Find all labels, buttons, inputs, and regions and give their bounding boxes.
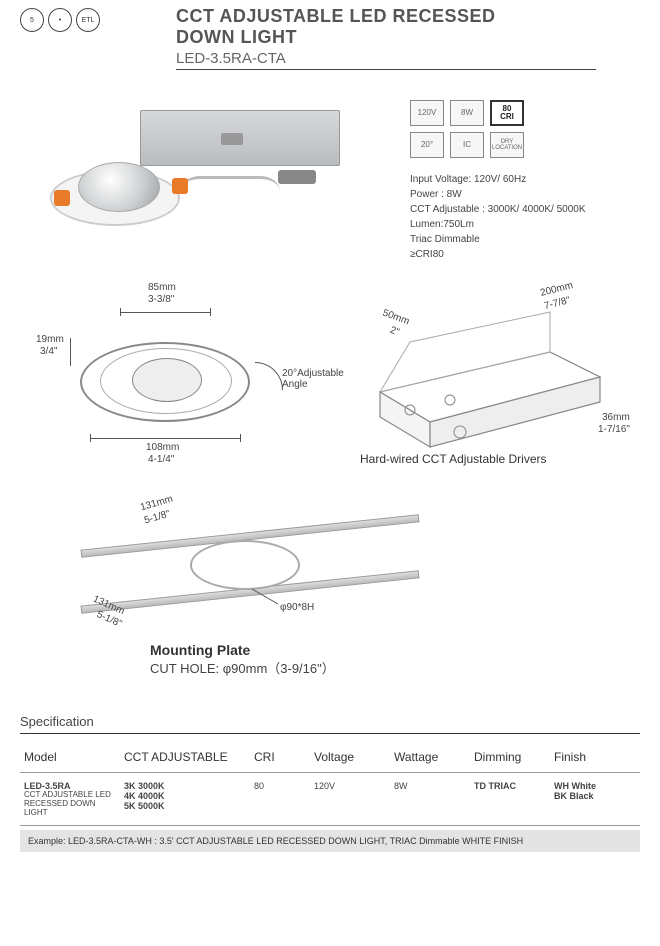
dim-arrow-icon <box>90 438 240 439</box>
dim-top-mm: 85mm <box>148 282 176 293</box>
dim-h-in: 1-7/16" <box>598 424 630 435</box>
spec-badge-wattage: 8W <box>450 100 484 126</box>
cert-row: 5 • ETL CCT ADJUSTABLE LED RECESSED DOWN… <box>20 6 640 70</box>
mounting-plate-title: Mounting Plate <box>150 642 640 658</box>
th-finish: Finish <box>550 748 640 766</box>
example-box: Example: LED-3.5RA-CTA-WH : 3.5' CCT ADJ… <box>20 830 640 852</box>
spring-clip-icon <box>54 190 70 206</box>
driver-dimensions: 200mm 7-7/8" 50mm 2" 36mm 1-7/16" Hard-w… <box>360 282 640 472</box>
spec-line: ≥CRI80 <box>410 247 640 262</box>
spec-line: CCT Adjustable : 3000K/ 4000K/ 5000K <box>410 202 640 217</box>
dim-arrow-icon <box>70 338 71 366</box>
mount-hole-label: φ90*8H <box>280 602 314 613</box>
spec-badge-row2: 20° IC DRY LOCATION <box>410 132 610 158</box>
cct-option: 5K 5000K <box>124 801 246 811</box>
dim-h-mm: 36mm <box>602 412 630 423</box>
warranty-badge-icon: 5 <box>20 8 44 32</box>
cable-illustration <box>180 176 280 206</box>
th-dimming: Dimming <box>470 748 550 766</box>
divider-icon <box>20 733 640 734</box>
dimension-drawings: 85mm 3-3/8" 19mm 3/4" 20°Adjustable Angl… <box>20 282 640 472</box>
lens-icon <box>78 162 160 212</box>
th-cri: CRI <box>250 748 310 766</box>
spec-badge-dry: DRY LOCATION <box>490 132 524 158</box>
spec-line: Input Voltage: 120V/ 60Hz <box>410 172 640 187</box>
finish-option: WH White <box>554 781 636 791</box>
spec-heading: Specification <box>20 714 640 729</box>
mounting-plate-subtitle: CUT HOLE: φ90mm（3-9/16"） <box>150 658 640 677</box>
th-voltage: Voltage <box>310 748 390 766</box>
th-model: Model <box>20 748 120 766</box>
dim-tick-icon <box>210 308 211 316</box>
dim-tick-icon <box>120 308 121 316</box>
spring-clip-icon <box>172 178 188 194</box>
dim-arrow-icon <box>120 312 210 313</box>
spec-badge-cri: 80 CRI <box>490 100 524 126</box>
spec-badge-row1: 120V 8W 80 CRI <box>410 100 610 126</box>
product-photo <box>20 100 380 250</box>
td-model-desc: CCT ADJUSTABLE LED RECESSED DOWN LIGHT <box>24 791 116 817</box>
header: 5 • ETL CCT ADJUSTABLE LED RECESSED DOWN… <box>20 0 640 70</box>
cert-badges: 5 • ETL <box>20 8 100 32</box>
table-header: Model CCT ADJUSTABLE CRI Voltage Wattage… <box>20 742 640 772</box>
td-dimming: TD TRIAC <box>470 779 550 793</box>
fixture-dimensions: 85mm 3-3/8" 19mm 3/4" 20°Adjustable Angl… <box>20 282 340 472</box>
td-cri: 80 <box>250 779 310 793</box>
spec-line: Power : 8W <box>410 187 640 202</box>
td-voltage: 120V <box>310 779 390 793</box>
plate-ring-icon <box>190 540 300 590</box>
page: 5 • ETL CCT ADJUSTABLE LED RECESSED DOWN… <box>0 0 660 862</box>
page-title-line2: DOWN LIGHT <box>176 27 596 48</box>
spec-side: 120V 8W 80 CRI 20° IC DRY LOCATION Input… <box>380 100 640 262</box>
driver-box-illustration <box>140 110 340 166</box>
cert-badge-icon: • <box>48 8 72 32</box>
td-model: LED-3.5RA CCT ADJUSTABLE LED RECESSED DO… <box>20 779 120 819</box>
divider-icon <box>20 825 640 826</box>
mounting-plate-area: 131mm 5-1/8" 131mm 5-1/8" φ90*8H Mountin… <box>20 492 640 702</box>
spec-line: Triac Dimmable <box>410 232 640 247</box>
driver-box-drawing-icon <box>360 302 620 452</box>
td-wattage: 8W <box>390 779 470 793</box>
model-number: LED-3.5RA-CTA <box>176 50 596 70</box>
spec-badge-angle: 20° <box>410 132 444 158</box>
fixture-lens-icon <box>132 358 202 402</box>
fixture-illustration <box>50 160 190 230</box>
spec-lines: Input Voltage: 120V/ 60Hz Power : 8W CCT… <box>410 172 640 262</box>
td-finish: WH White BK Black <box>550 779 640 803</box>
dim-bottom-in: 4-1/4" <box>148 454 174 465</box>
th-wattage: Wattage <box>390 748 470 766</box>
spec-badge-ic: IC <box>450 132 484 158</box>
dim-bottom-mm: 108mm <box>146 442 179 453</box>
td-cct: 3K 3000K 4K 4000K 5K 5000K <box>120 779 250 813</box>
plug-illustration <box>278 170 316 184</box>
dim-tick-icon <box>240 434 241 442</box>
angle-arrow-icon <box>255 362 283 390</box>
finish-option: BK Black <box>554 791 636 801</box>
spec-badge-voltage: 120V <box>410 100 444 126</box>
mounting-plate-drawing: 131mm 5-1/8" 131mm 5-1/8" φ90*8H <box>80 492 440 642</box>
dim-left-in: 3/4" <box>40 346 57 357</box>
spec-line: Lumen:750Lm <box>410 217 640 232</box>
page-title-line1: CCT ADJUSTABLE LED RECESSED <box>176 6 596 27</box>
th-cct: CCT ADJUSTABLE <box>120 748 250 766</box>
dim-tick-icon <box>90 434 91 442</box>
driver-caption: Hard-wired CCT Adjustable Drivers <box>360 452 547 466</box>
title-block: CCT ADJUSTABLE LED RECESSED DOWN LIGHT L… <box>176 6 596 70</box>
table-row: LED-3.5RA CCT ADJUSTABLE LED RECESSED DO… <box>20 773 640 825</box>
etl-badge-icon: ETL <box>76 8 100 32</box>
cct-option: 4K 4000K <box>124 791 246 801</box>
dim-top-in: 3-3/8" <box>148 294 174 305</box>
dim-left-mm: 19mm <box>36 334 64 345</box>
cct-option: 3K 3000K <box>124 781 246 791</box>
product-row: 120V 8W 80 CRI 20° IC DRY LOCATION Input… <box>20 100 640 262</box>
dim-angle: 20°Adjustable Angle <box>282 368 344 390</box>
